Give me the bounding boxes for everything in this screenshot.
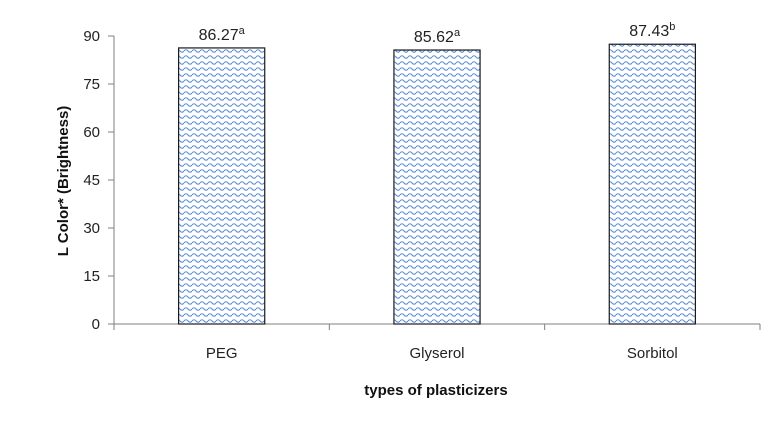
x-tick-label: Glyserol [409, 345, 464, 362]
y-tick-label: 90 [83, 28, 100, 45]
x-tick-label: PEG [206, 345, 238, 362]
y-tick-label: 45 [83, 172, 100, 189]
data-label-superscript: b [669, 21, 675, 33]
bars [178, 43, 696, 325]
bar-sorbitol [608, 43, 696, 325]
data-labels: 86.27a 85.62a 87.43b [199, 21, 676, 46]
y-axis-title: L Color* (Brightness) [55, 106, 72, 257]
data-label: 87.43b [629, 21, 675, 40]
bar-glyserol [393, 49, 481, 325]
data-label-superscript: a [239, 25, 246, 37]
data-label-value: 87.43 [629, 23, 669, 40]
data-label-value: 85.62 [414, 29, 454, 46]
x-axis-title: types of plasticizers [364, 382, 507, 399]
bar-peg [178, 47, 266, 325]
data-label: 85.62a [414, 27, 461, 46]
data-label-value: 86.27 [199, 27, 239, 44]
x-axis: PEG Glyserol Sorbitol [113, 323, 761, 362]
y-axis: 0 15 30 45 60 75 90 [83, 28, 115, 333]
y-tick-label: 30 [83, 220, 100, 237]
y-tick-label: 15 [83, 268, 100, 285]
data-label: 86.27a [199, 25, 246, 44]
data-label-superscript: a [454, 27, 461, 39]
y-tick-label: 60 [83, 124, 100, 141]
x-tick-label: Sorbitol [627, 345, 678, 362]
y-tick-label: 75 [83, 76, 100, 93]
y-tick-label: 0 [92, 316, 100, 333]
